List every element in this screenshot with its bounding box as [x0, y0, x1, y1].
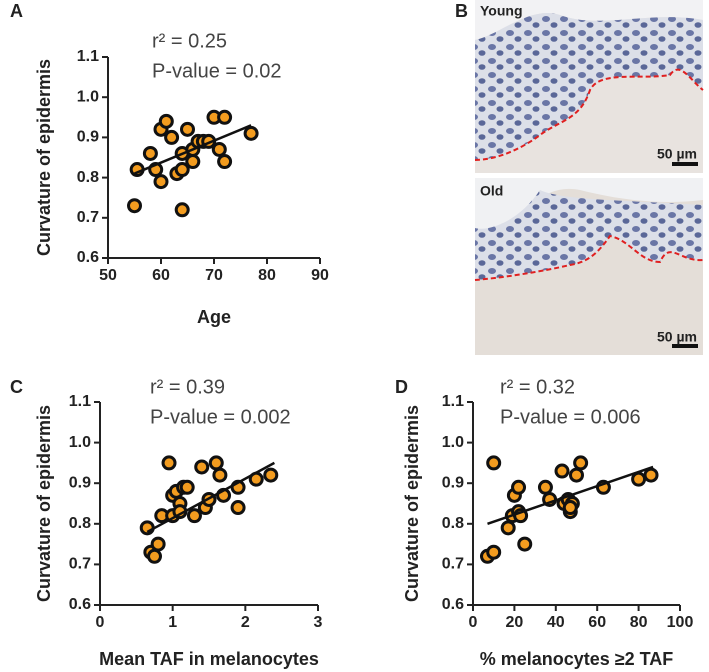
y-tick-label: 0.7: [442, 556, 464, 573]
x-tick-label: 70: [205, 267, 223, 284]
x-tick-label: 60: [588, 614, 606, 631]
data-point: [164, 129, 180, 145]
annotation: P-value = 0.002: [150, 406, 291, 428]
x-tick-label: 50: [99, 267, 117, 284]
panel-letter: D: [395, 377, 408, 397]
data-point: [631, 471, 647, 487]
y-tick-label: 0.6: [77, 249, 99, 266]
y-axis-label: Curvature of epidermis: [402, 405, 422, 602]
y-tick-label: 0.7: [77, 209, 99, 226]
data-point: [562, 500, 578, 516]
data-point: [517, 536, 533, 552]
y-tick-label: 0.6: [442, 596, 464, 613]
data-point: [569, 467, 584, 483]
panel-letter: A: [10, 1, 23, 21]
annotation: P-value = 0.006: [500, 406, 641, 428]
fit-line: [146, 461, 275, 534]
annotation: r² = 0.39: [150, 376, 225, 398]
data-point: [537, 479, 553, 495]
x-tick-label: 100: [667, 614, 694, 631]
y-tick-label: 0.9: [77, 129, 99, 146]
panel-letter: C: [10, 377, 23, 397]
data-point: [150, 536, 166, 552]
micrograph-young: [474, 0, 704, 173]
scale-bar-label: 50 µm: [657, 146, 697, 162]
data-point: [230, 500, 246, 516]
data-point: [263, 467, 279, 483]
panel-letter: B: [455, 1, 468, 21]
y-tick-label: 0.8: [442, 515, 464, 532]
y-axis-label: Curvature of epidermis: [34, 59, 54, 256]
data-point: [158, 113, 174, 129]
data-point: [127, 198, 142, 214]
fit-line: [487, 465, 654, 525]
data-point: [217, 154, 233, 170]
y-axis-label: Curvature of epidermis: [34, 405, 54, 602]
x-axis-label: % melanocytes ≥2 TAF: [480, 649, 674, 669]
y-tick-label: 1.1: [69, 393, 91, 410]
annotation: r² = 0.32: [500, 376, 575, 398]
x-tick-label: 40: [547, 614, 565, 631]
data-point: [174, 202, 190, 218]
data-point: [161, 455, 177, 471]
data-point: [180, 121, 195, 137]
y-tick-label: 0.9: [442, 474, 464, 491]
y-tick-label: 1.1: [77, 48, 99, 65]
data-point: [139, 520, 155, 536]
data-point: [511, 479, 527, 495]
y-tick-label: 1.0: [77, 88, 99, 105]
y-tick-label: 1.0: [442, 434, 464, 451]
data-point: [573, 455, 589, 471]
data-point: [486, 544, 502, 560]
x-axis-label: Mean TAF in melanocytes: [99, 649, 319, 669]
data-point: [243, 125, 259, 141]
x-tick-label: 1: [168, 614, 177, 631]
image-label: Old: [480, 183, 503, 199]
data-point: [142, 145, 158, 161]
data-point: [211, 141, 227, 157]
x-tick-label: 60: [152, 267, 170, 284]
y-tick-label: 0.8: [77, 169, 99, 186]
scale-bar-label: 50 µm: [657, 329, 697, 345]
data-point: [185, 154, 201, 170]
x-tick-label: 2: [241, 614, 250, 631]
x-tick-label: 0: [96, 614, 105, 631]
y-tick-label: 1.0: [69, 434, 91, 451]
annotation: r² = 0.25: [152, 30, 227, 52]
y-tick-label: 0.6: [69, 596, 91, 613]
data-point: [217, 109, 233, 125]
x-tick-label: 20: [506, 614, 524, 631]
data-point: [194, 459, 210, 475]
data-point: [186, 508, 202, 524]
y-tick-label: 0.8: [69, 515, 91, 532]
x-tick-label: 80: [258, 267, 276, 284]
data-point: [153, 174, 169, 190]
x-tick-label: 80: [630, 614, 648, 631]
micrograph-old: [474, 178, 704, 355]
x-tick-label: 0: [469, 614, 478, 631]
x-tick-label: 90: [311, 267, 329, 284]
image-label: Young: [480, 3, 523, 19]
data-point: [500, 520, 516, 536]
data-point: [643, 467, 659, 483]
x-tick-label: 3: [314, 614, 323, 631]
data-point: [147, 548, 162, 564]
data-point: [174, 162, 190, 178]
y-tick-label: 1.1: [442, 393, 464, 410]
fit-line: [134, 124, 252, 175]
x-axis-label: Age: [197, 307, 231, 327]
data-point: [208, 455, 224, 471]
annotation: P-value = 0.02: [152, 60, 282, 82]
data-point: [486, 455, 502, 471]
data-point: [179, 479, 195, 495]
data-point: [212, 467, 228, 483]
y-tick-label: 0.7: [69, 556, 91, 573]
data-point: [554, 463, 570, 479]
y-tick-label: 0.9: [69, 474, 91, 491]
